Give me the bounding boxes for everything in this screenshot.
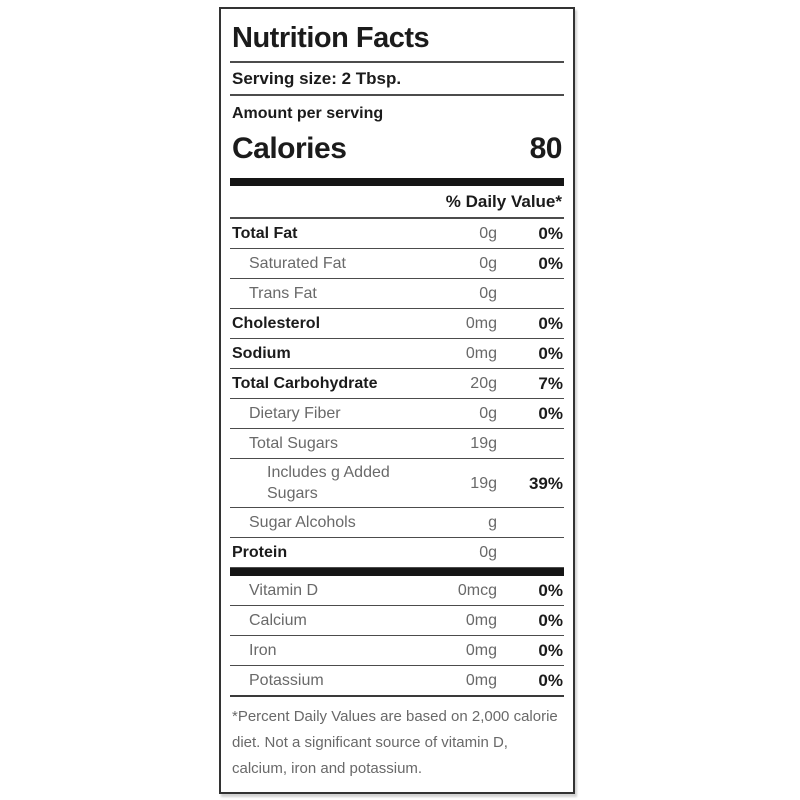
nutrient-amount: 19g bbox=[470, 435, 497, 452]
nutrient-daily-value: 7% bbox=[538, 374, 563, 393]
calories-row: Calories 80 bbox=[230, 124, 564, 178]
nutrient-amount: 20g bbox=[470, 375, 497, 392]
nutrient-row: Dietary Fiber 0g 0% bbox=[230, 399, 564, 429]
nutrient-name: Calcium bbox=[249, 612, 307, 629]
nutrient-name: Potassium bbox=[249, 672, 324, 689]
nutrient-row: Cholesterol 0mg 0% bbox=[230, 309, 564, 339]
thick-divider-bottom bbox=[230, 568, 564, 576]
nutrient-daily-value: 0% bbox=[538, 344, 563, 363]
nutrient-row: Potassium 0mg 0% bbox=[230, 666, 564, 697]
nutrient-amount: g bbox=[488, 514, 497, 531]
calories-value: 80 bbox=[529, 132, 563, 165]
nutrient-name: Iron bbox=[249, 642, 277, 659]
label-title: Nutrition Facts bbox=[230, 9, 564, 63]
nutrient-daily-value: 39% bbox=[528, 473, 563, 493]
nutrient-daily-value: 0% bbox=[538, 254, 563, 273]
nutrient-daily-value: 0% bbox=[538, 314, 563, 333]
nutrient-daily-value: 0% bbox=[538, 671, 563, 690]
daily-value-header: % Daily Value* bbox=[230, 186, 564, 219]
nutrient-amount: 0g bbox=[479, 255, 497, 272]
nutrient-amount: 0mcg bbox=[457, 582, 497, 599]
thick-divider-top bbox=[230, 178, 564, 186]
nutrient-name: Total Carbohydrate bbox=[232, 375, 378, 392]
nutrient-amount: 0mg bbox=[465, 672, 497, 689]
nutrient-name: Sodium bbox=[232, 345, 291, 362]
nutrient-name: Cholesterol bbox=[232, 315, 321, 332]
amount-per-serving-text: Amount per serving bbox=[232, 105, 384, 122]
nutrient-name: Includes g Added Sugars bbox=[267, 464, 390, 502]
nutrient-row: Sugar Alcohols g bbox=[230, 508, 564, 538]
nutrient-row: Includes g Added Sugars 19g 39% bbox=[230, 459, 564, 508]
nutrient-daily-value: 0% bbox=[538, 581, 563, 600]
nutrient-amount: 0mg bbox=[465, 315, 497, 332]
nutrient-amount: 0g bbox=[479, 225, 497, 242]
nutrient-row: Sodium 0mg 0% bbox=[230, 339, 564, 369]
nutrient-amount: 0mg bbox=[465, 345, 497, 362]
nutrient-amount: 0mg bbox=[465, 642, 497, 659]
nutrient-row: Total Sugars 19g bbox=[230, 429, 564, 459]
nutrient-name: Sugar Alcohols bbox=[249, 514, 356, 531]
nutrient-row: Saturated Fat 0g 0% bbox=[230, 249, 564, 279]
nutrient-amount: 0g bbox=[479, 544, 497, 561]
nutrient-row: Iron 0mg 0% bbox=[230, 636, 564, 666]
nutrient-row: Vitamin D 0mcg 0% bbox=[230, 576, 564, 606]
nutrient-daily-value: 0% bbox=[538, 404, 563, 423]
nutrient-name: Protein bbox=[232, 544, 288, 561]
nutrient-rows-section: Total Fat 0g 0% Saturated Fat 0g 0% Tran… bbox=[230, 219, 564, 568]
nutrient-daily-value: 0% bbox=[538, 641, 563, 660]
nutrient-amount: 0g bbox=[479, 405, 497, 422]
nutrient-name: Trans Fat bbox=[249, 285, 317, 302]
nutrient-amount: 0mg bbox=[465, 612, 497, 629]
nutrient-row: Total Fat 0g 0% bbox=[230, 219, 564, 249]
nutrient-amount: 19g bbox=[470, 474, 497, 492]
nutrient-daily-value: 0% bbox=[538, 224, 563, 243]
nutrient-name: Total Fat bbox=[232, 225, 298, 242]
nutrient-amount: 0g bbox=[479, 285, 497, 302]
nutrient-daily-value: 0% bbox=[538, 611, 563, 630]
calories-label: Calories bbox=[232, 132, 347, 165]
nutrition-facts-label: Nutrition Facts Serving size: 2 Tbsp. Am… bbox=[219, 7, 575, 794]
serving-size-text: Serving size: 2 Tbsp. bbox=[230, 63, 564, 96]
footnote-text: *Percent Daily Values are based on 2,000… bbox=[232, 708, 558, 777]
nutrient-row: Protein 0g bbox=[230, 538, 564, 568]
nutrient-name: Vitamin D bbox=[249, 582, 319, 599]
nutrient-name: Total Sugars bbox=[249, 435, 338, 452]
nutrient-name: Saturated Fat bbox=[249, 255, 346, 272]
nutrient-row: Total Carbohydrate 20g 7% bbox=[230, 369, 564, 399]
nutrient-row: Trans Fat 0g bbox=[230, 279, 564, 309]
nutrient-row: Calcium 0mg 0% bbox=[230, 606, 564, 636]
nutrient-name: Dietary Fiber bbox=[249, 405, 341, 422]
vitamin-rows-section: Vitamin D 0mcg 0% Calcium 0mg 0% Iron 0m… bbox=[230, 576, 564, 697]
